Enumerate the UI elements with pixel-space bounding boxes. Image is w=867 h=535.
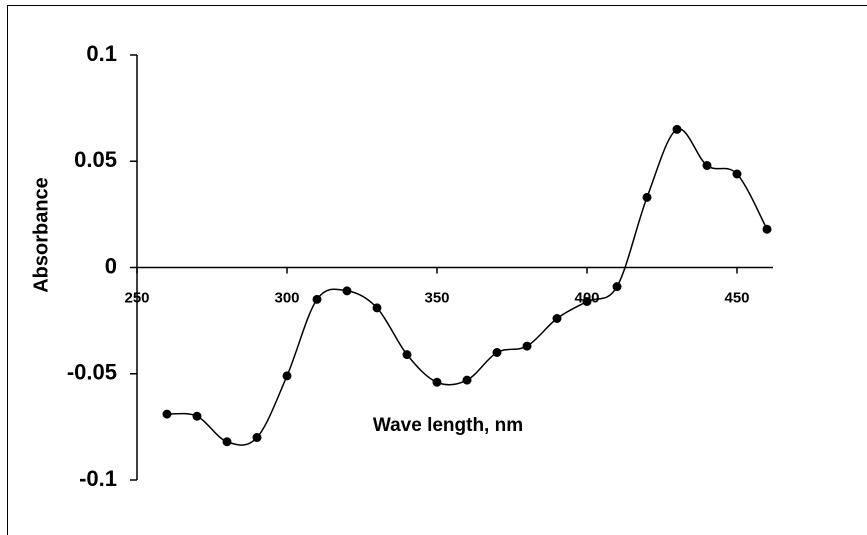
y-tick-label: 0.1 [86,41,117,66]
data-point [762,224,772,234]
data-line [166,128,768,446]
data-point [582,297,592,306]
y-tick-label: 0.05 [74,147,117,172]
data-point [372,303,382,313]
x-tick-label: 250 [124,289,149,306]
y-axis-title: Absorbance [30,177,52,293]
data-point [702,161,712,170]
x-tick-label: 450 [724,289,749,306]
data-point [732,169,742,179]
data-point [642,192,652,202]
y-tick-label: -0.1 [79,466,117,491]
x-tick-label: 300 [274,289,299,306]
data-point [552,314,562,323]
y-tick-label: 0 [105,253,117,278]
data-point [672,124,682,134]
data-point [162,409,172,419]
y-tick-label: -0.05 [67,360,117,385]
data-point [252,433,262,442]
data-point [612,282,622,292]
data-point [432,377,442,387]
x-tick-label: 350 [424,289,449,306]
data-point [342,286,352,296]
data-point [312,294,322,304]
data-point [492,348,502,357]
x-axis-title: Wave length, nm [373,415,523,436]
frame [7,5,867,535]
data-point [462,375,472,385]
data-point [282,371,292,381]
data-point [222,437,232,447]
data-point [522,341,532,351]
data-point [192,411,202,421]
data-point [402,350,412,360]
